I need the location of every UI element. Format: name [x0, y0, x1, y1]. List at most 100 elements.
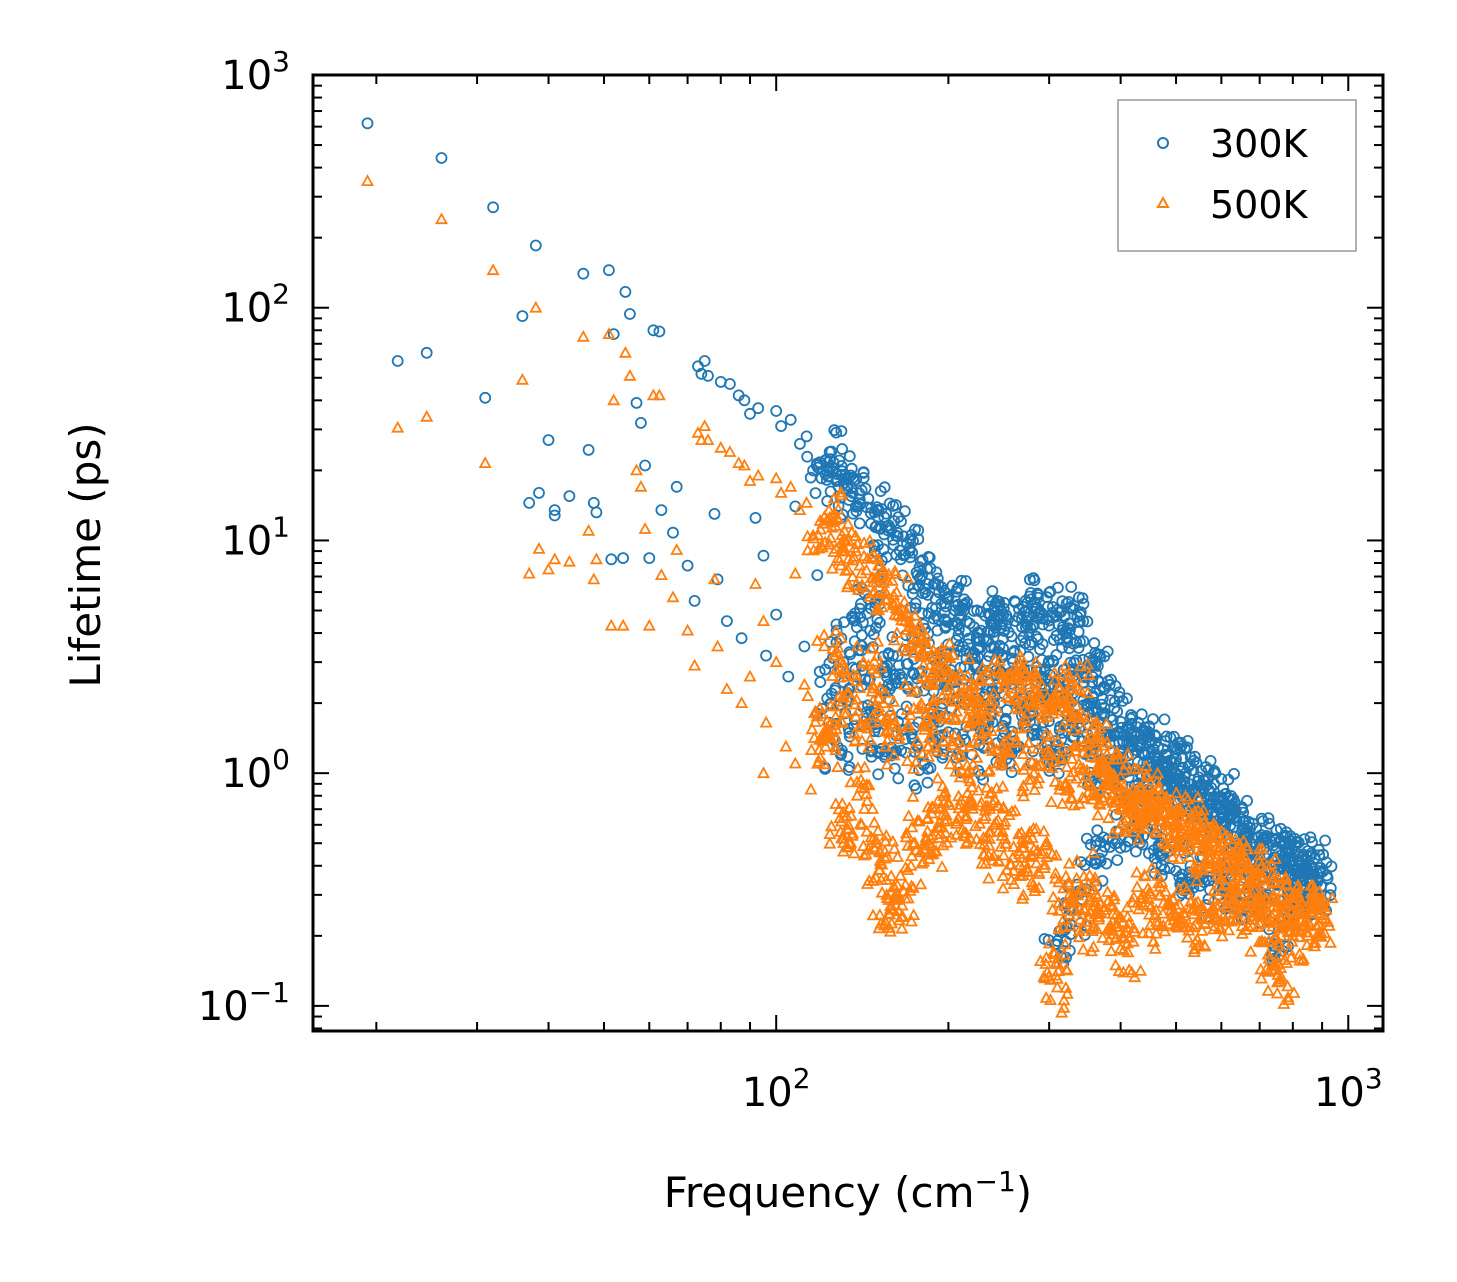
data-point-500k — [979, 856, 993, 869]
data-point-500k — [1066, 723, 1081, 736]
data-point-300k — [939, 614, 952, 627]
data-point-500k — [1222, 923, 1236, 936]
data-point-500k — [1156, 906, 1170, 919]
data-point-500k — [872, 844, 886, 857]
data-point-500k — [808, 715, 822, 727]
data-point-500k — [856, 580, 870, 593]
data-point-300k — [1081, 698, 1093, 710]
data-point-500k — [929, 844, 943, 857]
data-point-500k — [607, 393, 621, 406]
data-point-500k — [883, 899, 898, 911]
data-point-500k — [946, 648, 960, 660]
data-point-500k — [848, 733, 862, 746]
data-point-500k — [1048, 775, 1062, 787]
data-point-300k — [1105, 730, 1117, 742]
data-point-500k — [1187, 860, 1201, 873]
data-point-500k — [926, 847, 940, 859]
data-point-500k — [850, 692, 864, 705]
data-point-300k — [857, 466, 870, 479]
data-point-500k — [882, 893, 896, 905]
data-point-300k — [1072, 591, 1085, 604]
data-point-500k — [1151, 868, 1165, 881]
data-point-500k — [1119, 825, 1133, 837]
data-point-500k — [1264, 912, 1278, 925]
data-point-300k — [1075, 856, 1087, 868]
data-point-500k — [1253, 917, 1267, 930]
data-point-500k — [951, 758, 966, 770]
data-point-300k — [1051, 604, 1064, 616]
data-point-500k — [1287, 925, 1302, 937]
data-point-300k — [819, 453, 832, 466]
data-point-500k — [985, 795, 1000, 808]
data-point-500k — [944, 711, 958, 724]
data-point-500k — [868, 584, 882, 597]
data-point-500k — [891, 850, 905, 862]
data-point-500k — [834, 485, 848, 498]
data-point-500k — [1002, 732, 1016, 745]
data-point-300k — [1052, 581, 1064, 594]
data-point-500k — [995, 667, 1010, 680]
data-point-500k — [869, 871, 883, 883]
data-point-300k — [1243, 825, 1256, 838]
data-point-500k — [1031, 704, 1045, 717]
data-point-500k — [998, 680, 1012, 693]
data-point-500k — [1053, 782, 1067, 795]
data-point-500k — [1142, 926, 1156, 938]
data-point-300k — [529, 239, 542, 252]
data-point-500k — [924, 839, 938, 851]
data-point-500k — [807, 731, 821, 743]
data-point-300k — [1161, 772, 1173, 785]
data-point-500k — [949, 694, 963, 706]
data-point-300k — [391, 355, 404, 367]
data-point-500k — [532, 542, 546, 554]
data-point-500k — [1270, 986, 1284, 999]
data-point-500k — [1156, 896, 1170, 909]
data-point-500k — [1101, 777, 1115, 789]
data-point-500k — [582, 523, 596, 536]
data-point-500k — [860, 794, 874, 807]
data-point-500k — [1076, 721, 1090, 734]
data-point-300k — [1020, 615, 1033, 628]
data-point-300k — [878, 481, 891, 494]
data-point-500k — [985, 744, 1000, 756]
data-point-300k — [563, 490, 576, 503]
data-point-500k — [788, 756, 802, 769]
data-point-300k — [1043, 586, 1056, 599]
data-point-500k — [1125, 965, 1139, 978]
data-point-300k — [924, 562, 937, 575]
data-point-300k — [1171, 743, 1184, 756]
data-point-500k — [911, 813, 925, 826]
data-point-500k — [1076, 745, 1090, 758]
data-point-300k — [907, 582, 920, 595]
data-point-300k — [744, 407, 756, 420]
data-point-500k — [1058, 937, 1072, 950]
data-point-500k — [1031, 843, 1045, 856]
data-point-500k — [1304, 904, 1318, 917]
data-point-500k — [846, 569, 860, 582]
data-point-500k — [1178, 789, 1193, 802]
data-point-300k — [867, 628, 880, 641]
data-point-500k — [1038, 838, 1052, 851]
data-point-500k — [943, 636, 957, 649]
data-point-500k — [1100, 885, 1115, 897]
data-point-500k — [805, 722, 819, 735]
data-point-500k — [979, 830, 993, 843]
data-point-300k — [757, 549, 770, 562]
data-point-500k — [860, 824, 874, 837]
data-point-500k — [1075, 880, 1089, 893]
data-point-500k — [1212, 855, 1226, 867]
data-point-300k — [1098, 840, 1111, 853]
data-point-500k — [1212, 922, 1226, 934]
data-point-500k — [1013, 858, 1027, 871]
data-point-500k — [711, 639, 725, 652]
data-point-500k — [965, 780, 979, 793]
data-point-300k — [1070, 636, 1083, 649]
data-point-500k — [1260, 858, 1274, 871]
data-point-300k — [1208, 778, 1221, 790]
data-point-500k — [1251, 905, 1265, 918]
data-point-500k — [756, 614, 771, 626]
data-point-500k — [960, 809, 974, 822]
data-point-500k — [890, 585, 904, 597]
data-point-500k — [1076, 942, 1090, 955]
data-point-500k — [1281, 925, 1295, 938]
